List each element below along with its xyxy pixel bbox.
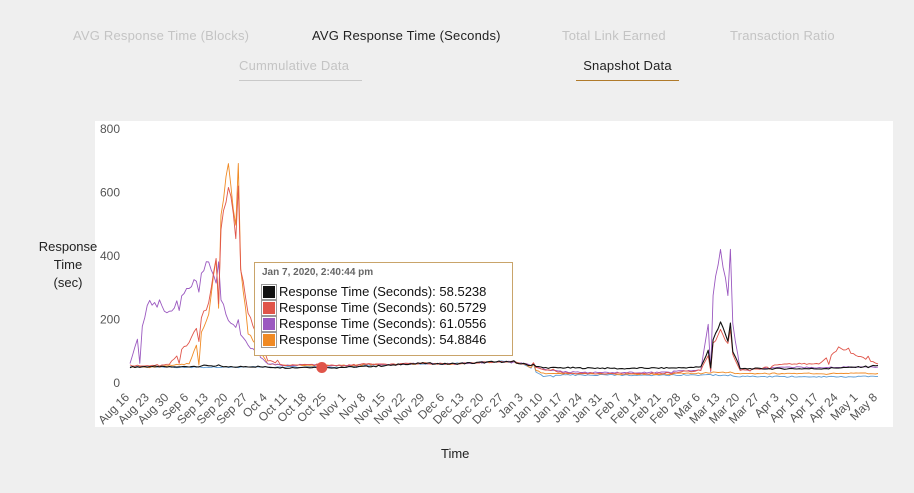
swatch-red	[261, 300, 277, 316]
tooltip-row-label: Response Time (Seconds): 54.8846	[279, 332, 487, 347]
hover-marker	[316, 361, 328, 373]
swatch-black	[261, 284, 277, 300]
tooltip-row: Response Time (Seconds): 60.5729	[261, 300, 512, 316]
tab-cummulative-data[interactable]: Cummulative Data	[239, 58, 362, 81]
tooltip-row: Response Time (Seconds): 58.5238	[261, 284, 512, 300]
tooltip-title: Jan 7, 2020, 2:40:44 pm	[262, 267, 374, 278]
y-tick-label: 0	[113, 376, 120, 390]
y-tick-label: 200	[100, 313, 120, 327]
y-tick-label: 400	[100, 249, 120, 263]
tooltip-row: Response Time (Seconds): 61.0556	[261, 316, 512, 332]
y-tick-label: 800	[100, 122, 120, 136]
series-line	[129, 321, 879, 370]
y-axis-label: Response Time (sec)	[38, 239, 98, 290]
tab-snapshot-data[interactable]: Snapshot Data	[576, 58, 679, 81]
tab-bar: AVG Response Time (Blocks) AVG Response …	[0, 0, 914, 100]
tooltip-row-label: Response Time (Seconds): 58.5238	[279, 284, 487, 299]
tooltip-row: Response Time (Seconds): 54.8846	[261, 332, 512, 348]
tab-avg-response-seconds[interactable]: AVG Response Time (Seconds)	[312, 28, 501, 43]
x-axis-label: Time	[441, 446, 470, 461]
y-tick-label: 600	[100, 186, 120, 200]
tab-total-link-earned[interactable]: Total Link Earned	[562, 28, 666, 43]
swatch-purple	[261, 316, 277, 332]
chart-tooltip: Jan 7, 2020, 2:40:44 pm Response Time (S…	[254, 262, 513, 356]
tab-avg-response-blocks[interactable]: AVG Response Time (Blocks)	[73, 28, 250, 43]
tab-transaction-ratio[interactable]: Transaction Ratio	[730, 28, 835, 43]
tooltip-row-label: Response Time (Seconds): 60.5729	[279, 300, 487, 315]
tooltip-row-label: Response Time (Seconds): 61.0556	[279, 316, 487, 331]
swatch-orange	[261, 332, 277, 348]
